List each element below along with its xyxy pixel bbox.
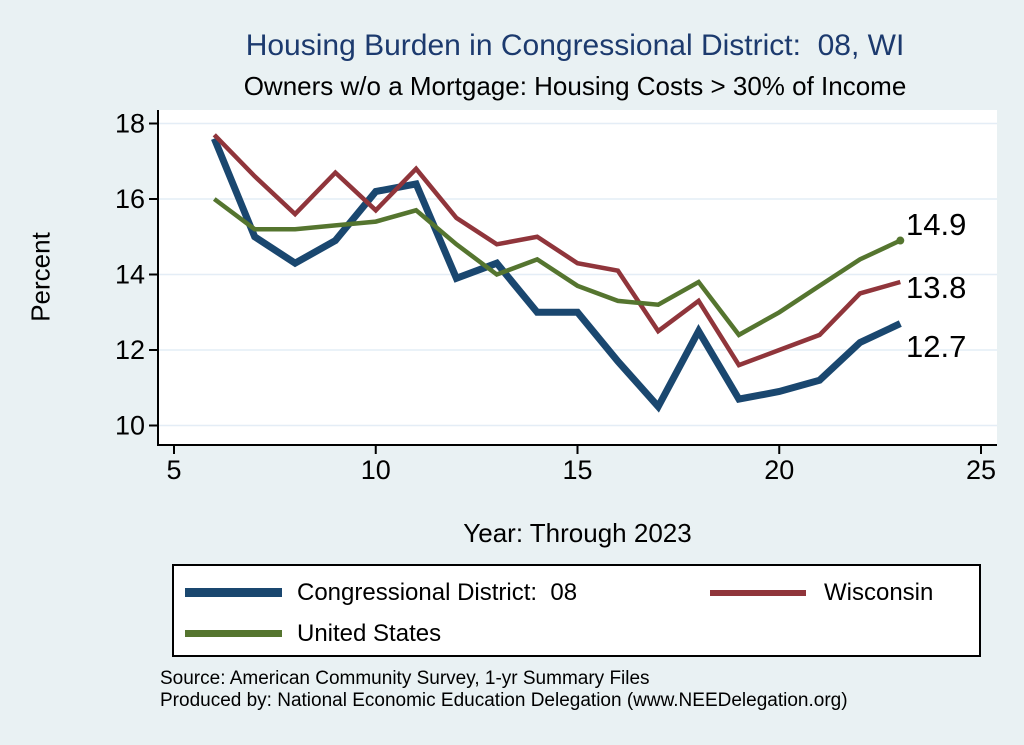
x-tick-label-20: 20 (764, 455, 794, 485)
y-tick-label-18: 18 (115, 109, 145, 139)
chart-title: Housing Burden in Congressional District… (245, 29, 905, 62)
x-tick-label-25: 25 (966, 455, 996, 485)
source-note: Source: American Community Survey, 1-yr … (160, 668, 1020, 712)
y-axis-title: Percent (25, 232, 56, 322)
series-line-0 (211, 137, 902, 413)
legend-swatch-district-08 (185, 588, 282, 597)
chart-subtitle: Owners w/o a Mortgage: Housing Costs > 3… (243, 71, 907, 101)
plot-background (158, 110, 997, 445)
end-label-wisconsin: 13.8 (906, 270, 967, 305)
legend-label-united-states: United States (297, 620, 442, 647)
end-label-united-states: 14.9 (906, 207, 967, 242)
source-line-1: Source: American Community Survey, 1-yr … (160, 668, 650, 689)
y-tick-label-12: 12 (115, 335, 145, 365)
x-tick-label-5: 5 (166, 455, 181, 485)
series-line-2 (212, 197, 902, 338)
series-end-marker-2 (896, 236, 905, 245)
y-tick-label-14: 14 (115, 260, 145, 290)
end-label-district-08: 12.7 (906, 329, 967, 364)
y-tick-label-10: 10 (115, 411, 145, 441)
source-line-2: Produced by: National Economic Education… (160, 690, 848, 711)
legend-label-wisconsin: Wisconsin (824, 579, 934, 606)
x-tick-label-10: 10 (361, 455, 391, 485)
x-tick-label-15: 15 (562, 455, 592, 485)
series-line-1 (212, 133, 901, 368)
legend-label-district-08: Congressional District: 08 (297, 579, 578, 606)
legend-box: Congressional District: 08 Wisconsin Uni… (172, 564, 981, 657)
y-tick-label-16: 16 (115, 184, 145, 214)
legend-swatch-united-states (185, 630, 282, 637)
x-axis-title: Year: Through 2023 (463, 518, 692, 548)
legend-swatch-wisconsin (710, 590, 806, 596)
